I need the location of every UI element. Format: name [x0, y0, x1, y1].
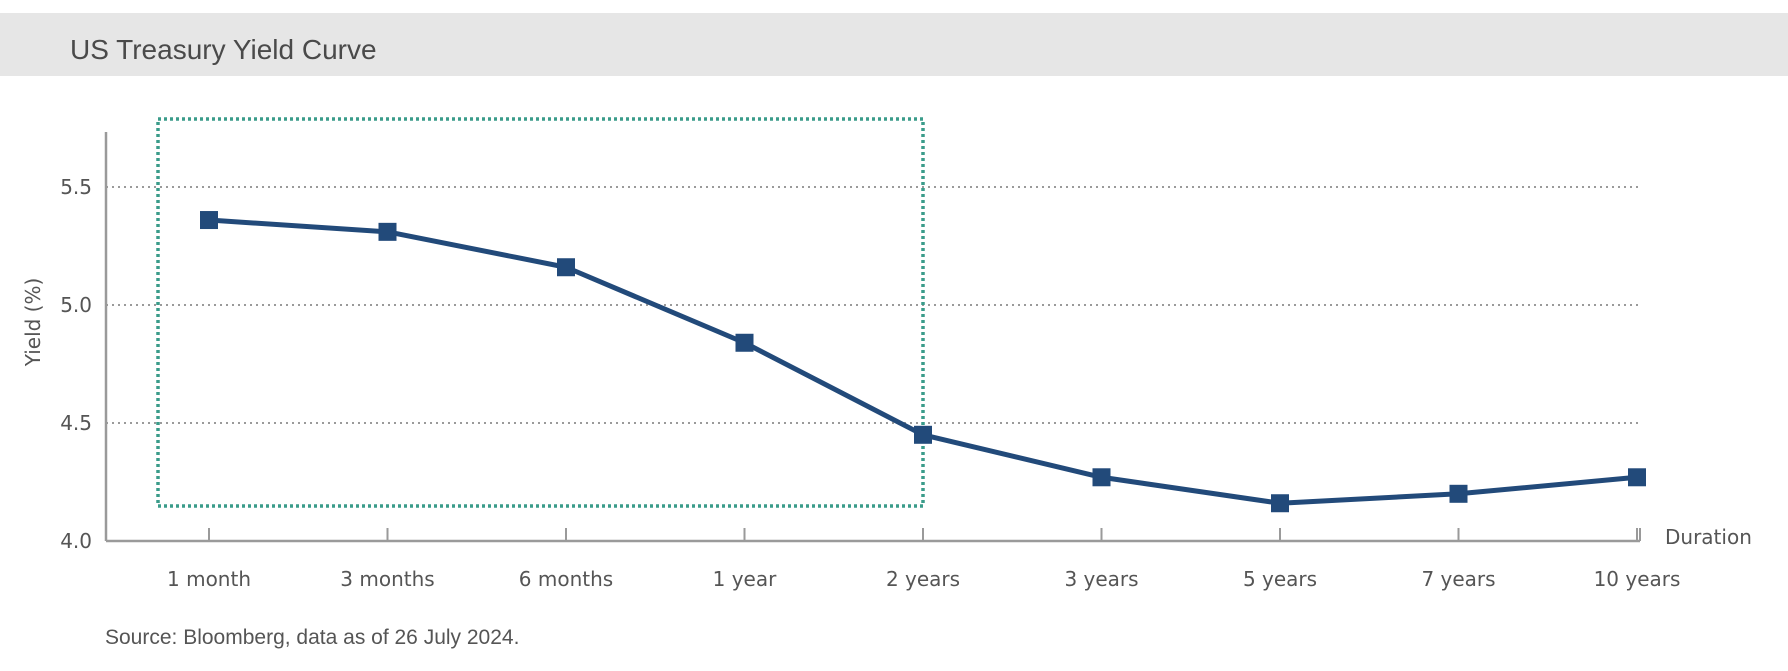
data-point-marker — [557, 258, 575, 277]
data-point-marker — [735, 333, 754, 352]
y-tick-label: 4.5 — [60, 411, 92, 435]
title-bar: US Treasury Yield Curve — [0, 13, 1788, 76]
data-point-marker — [914, 425, 932, 444]
y-axis-title: Yield (%) — [21, 278, 45, 368]
x-tick-label: 2 years — [886, 567, 960, 591]
axis-labels: 4.0 4.5 5.0 5.5 1 month 3 months 6 months 1 yea… — [21, 175, 1752, 591]
data-point-marker — [378, 222, 397, 241]
x-tick-label: 6 months — [519, 567, 613, 591]
data-point-marker — [1628, 468, 1646, 487]
x-tick-label: 5 years — [1243, 567, 1317, 591]
data-point-marker — [1092, 468, 1111, 487]
x-tick-label: 3 years — [1064, 567, 1138, 591]
chart-title: US Treasury Yield Curve — [70, 34, 377, 65]
gridlines — [106, 186, 1640, 424]
data-point-marker — [1271, 494, 1289, 513]
highlight-region — [156, 117, 925, 508]
x-tick-label: 3 months — [340, 567, 434, 591]
y-tick-label: 4.0 — [60, 529, 92, 553]
x-tick-label: 1 year — [713, 567, 777, 591]
yield-series — [200, 211, 1646, 513]
axes — [104, 132, 1641, 543]
x-axis-title: Duration — [1665, 525, 1752, 549]
x-tick-label: 7 years — [1421, 567, 1495, 591]
x-tick-label: 1 month — [167, 567, 251, 591]
y-tick-label: 5.0 — [60, 293, 92, 317]
highlight-box — [156, 117, 925, 508]
data-point-marker — [200, 211, 218, 230]
y-tick-label: 5.5 — [60, 175, 92, 199]
x-tick-label: 10 years — [1594, 567, 1681, 591]
source-note: Source: Bloomberg, data as of 26 July 20… — [105, 626, 520, 649]
data-point-marker — [1449, 484, 1468, 503]
